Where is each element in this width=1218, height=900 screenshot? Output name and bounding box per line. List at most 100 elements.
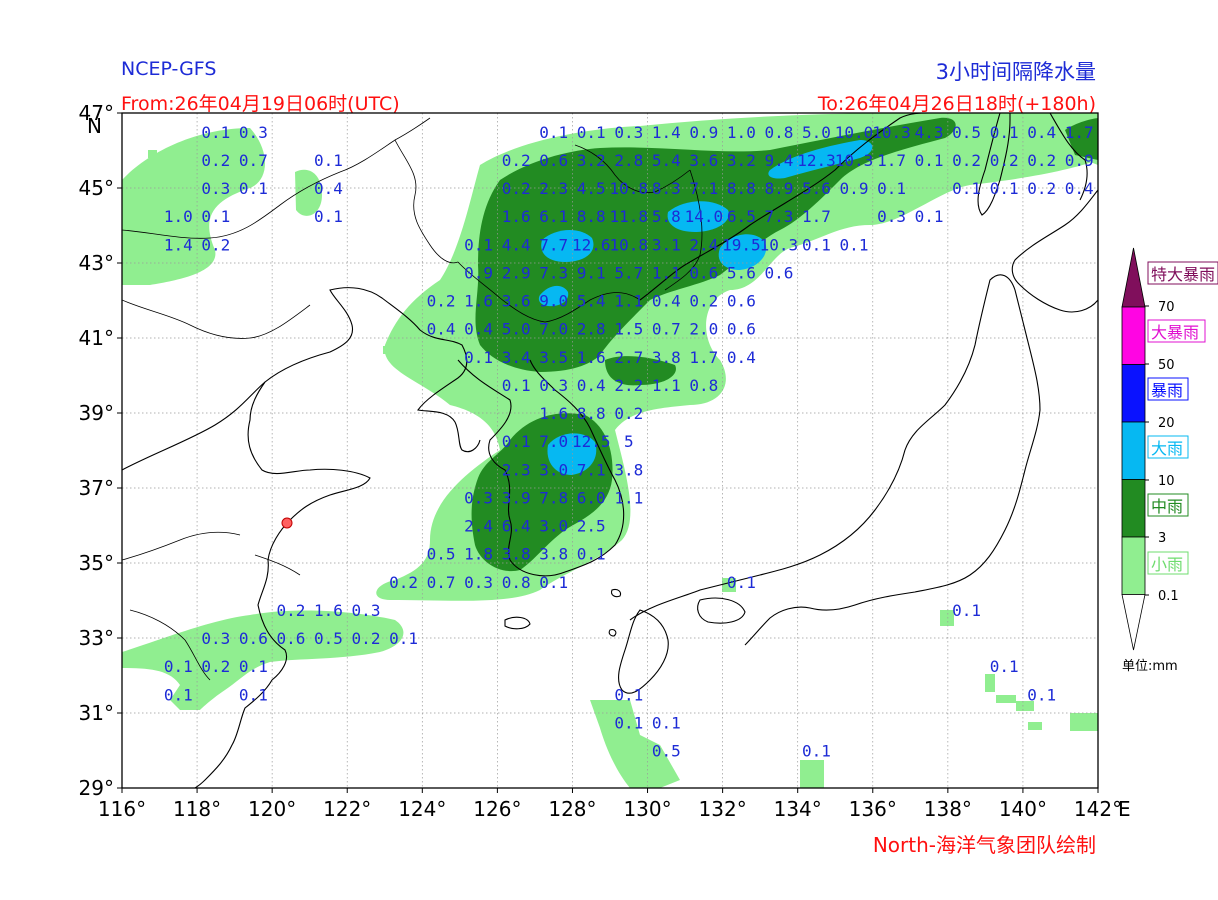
grid-value: 8.8 (577, 207, 606, 226)
grid-value: 0.1 (464, 348, 493, 367)
grid-value: 1.6 (577, 348, 606, 367)
grid-value: 4.4 (502, 235, 531, 254)
legend-threshold: 20 (1158, 416, 1175, 431)
grid-value: 12.5 (572, 432, 611, 451)
grid-value: 1.4 (164, 235, 193, 254)
grid-value: 9.0 (539, 292, 568, 311)
grid-value: 0.5 (952, 123, 981, 142)
grid-value: 0.3 (352, 601, 381, 620)
chart-title: 3小时间隔降水量 (935, 60, 1096, 84)
grid-value: 0.6 (539, 151, 568, 170)
grid-value: 6.0 (577, 488, 606, 507)
grid-value: 0.1 (990, 179, 1019, 198)
grid-value: 3.1 (652, 235, 681, 254)
legend-label: 大暴雨 (1151, 323, 1199, 342)
grid-value: 10.8 (610, 179, 649, 198)
borders (122, 117, 703, 681)
grid-value: 8.9 (764, 179, 793, 198)
grid-value: 5.4 (652, 151, 681, 170)
legend-swatch-bottom (1121, 594, 1146, 651)
grid-value: 0.1 (164, 657, 193, 676)
grid-value: 10.3 (872, 123, 911, 142)
valid-from: From:26年04月19日06时(UTC) (121, 93, 400, 115)
legend-label-box (1147, 493, 1189, 517)
lon-label: 118° (173, 797, 221, 821)
grid-value: 0.3 (201, 179, 230, 198)
grid-value: 2.7 (614, 348, 643, 367)
grid-value: 11.8 (610, 207, 649, 226)
grid-value: 0.8 (689, 376, 718, 395)
grid-value: 0.6 (276, 629, 305, 648)
lon-label: 142° (1074, 797, 1122, 821)
grid-value: 0.1 (464, 235, 493, 254)
legend-threshold: 70 (1158, 300, 1175, 315)
legend-swatch (1121, 479, 1146, 538)
grid-value: 0.1 (915, 207, 944, 226)
grid-value: 5.8 (652, 207, 681, 226)
grid-value: 0.7 (652, 320, 681, 339)
grid-value: 0.1 (1027, 685, 1056, 704)
grid-value: 7.1 (689, 179, 718, 198)
grid-value: 0.3 (614, 123, 643, 142)
grid-value: 1.1 (652, 263, 681, 282)
coastlines (122, 113, 1098, 788)
lat-label: 45° (79, 176, 114, 200)
grid-value: 0.2 (276, 601, 305, 620)
credit-line: North-海洋气象团队绘制 (872, 833, 1096, 857)
lon-label: 140° (999, 797, 1047, 821)
grid-value: 0.1 (239, 179, 268, 198)
grid-value: 0.5 (652, 742, 681, 761)
grid-value: 0.9 (840, 179, 869, 198)
legend-swatch (1121, 421, 1146, 480)
grid-value: 3.4 (502, 348, 531, 367)
grid-value: 8.3 (652, 179, 681, 198)
grid-value: 3.8 (652, 348, 681, 367)
grid-value: 1.0 (164, 207, 193, 226)
grid-value: 10.0 (835, 123, 874, 142)
grid-value: 0.1 (314, 207, 343, 226)
lon-label: 134° (774, 797, 822, 821)
grid-value: 4.3 (915, 123, 944, 142)
grid-value: 1.8 (464, 545, 493, 564)
grid-value: 0.4 (314, 179, 343, 198)
grid-value: 0.3 (877, 207, 906, 226)
grid-value: 1.5 (614, 320, 643, 339)
grid-value: 10.3 (835, 151, 874, 170)
grid-value: 0.1 (539, 123, 568, 142)
lat-label: 39° (79, 401, 114, 425)
legend-threshold: 3 (1158, 531, 1166, 546)
legend-threshold: 50 (1158, 358, 1175, 373)
grid-value: 0.5 (427, 545, 456, 564)
legend-label-box (1147, 435, 1189, 459)
grid-value: 5 (624, 432, 634, 451)
grid-value: 0.6 (689, 263, 718, 282)
grid-value: 0.2 (352, 629, 381, 648)
grid-value: 2.4 (689, 235, 718, 254)
grid-value: 0.7 (239, 151, 268, 170)
legend-threshold: 0.1 (1158, 589, 1179, 604)
grid-value: 2.9 (502, 263, 531, 282)
grid-value: 1.7 (689, 348, 718, 367)
grid-value: 0.2 (201, 151, 230, 170)
grid-value: 0.1 (952, 179, 981, 198)
legend-threshold: 10 (1158, 474, 1175, 489)
grid-value: 0.1 (239, 685, 268, 704)
grid-value: 0.2 (689, 292, 718, 311)
grid-value: 7.8 (539, 488, 568, 507)
grid-value: 0.4 (1027, 123, 1056, 142)
gridlines (122, 113, 1098, 788)
grid-value: 1.0 (727, 123, 756, 142)
grid-value: 2.8 (577, 320, 606, 339)
grid-value: 1.6 (539, 404, 568, 423)
grid-value: 0.1 (802, 235, 831, 254)
lat-label: 29° (79, 776, 114, 800)
grid-value: 0.6 (727, 320, 756, 339)
grid-value: 2.5 (577, 517, 606, 536)
grid-value: 1.1 (614, 488, 643, 507)
grid-value: 0.1 (577, 123, 606, 142)
grid-value: 0.1 (802, 742, 831, 761)
grid-value: 1.6 (464, 292, 493, 311)
grid-value: 0.2 (502, 179, 531, 198)
lon-label: 124° (398, 797, 446, 821)
